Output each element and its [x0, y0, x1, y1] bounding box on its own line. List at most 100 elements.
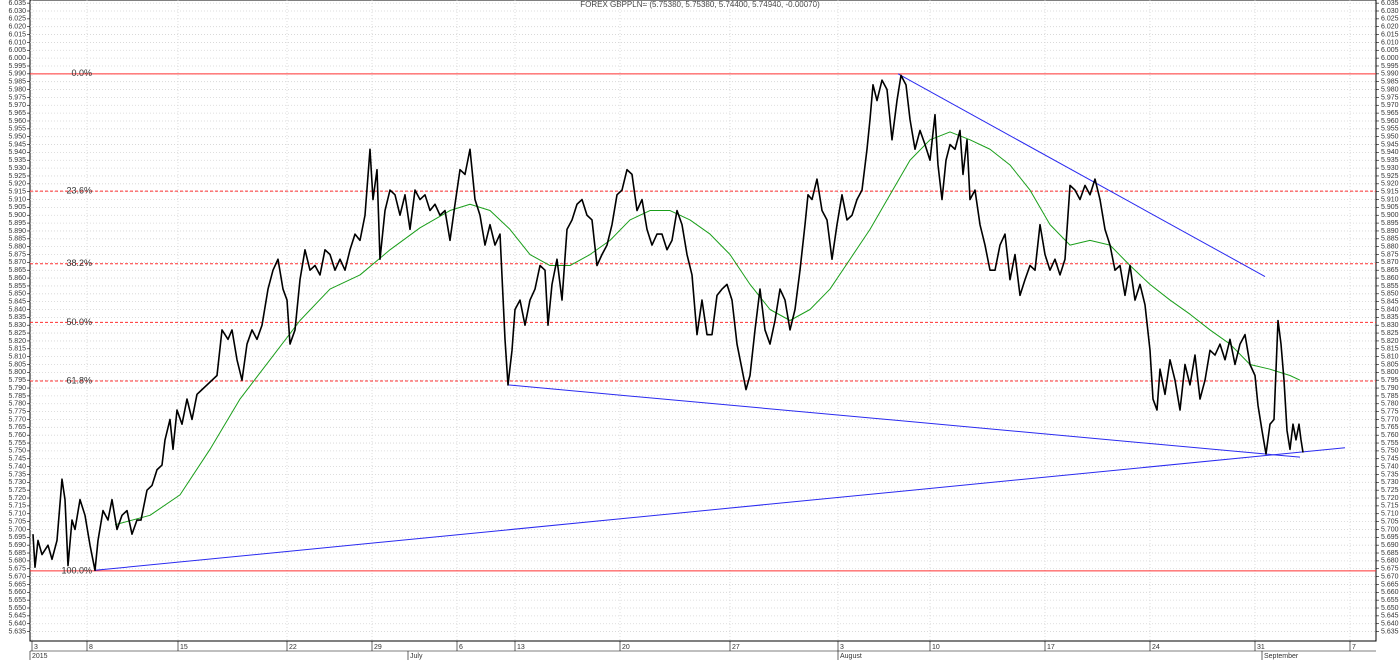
y-tick-label: 5.655	[8, 597, 26, 604]
y-tick-label: 5.940	[8, 149, 26, 156]
y-tick-label: 5.715	[8, 503, 26, 510]
y-tick-label: 5.875	[1381, 251, 1399, 258]
month-label: September	[1264, 653, 1299, 660]
x-tick-label: 6	[459, 644, 463, 651]
y-tick-label: 5.705	[8, 518, 26, 525]
y-tick-label: 5.880	[1381, 244, 1399, 251]
y-tick-label: 5.725	[1381, 487, 1399, 494]
y-tick-label: 5.865	[1381, 267, 1399, 274]
y-tick-label: 5.830	[8, 322, 26, 329]
y-tick-label: 5.840	[8, 306, 26, 313]
y-tick-label: 5.900	[1381, 212, 1399, 219]
x-tick-label: 3	[34, 644, 38, 651]
x-tick-label: 20	[622, 644, 630, 651]
y-tick-label: 5.830	[1381, 322, 1399, 329]
fib-label: 23.6%	[66, 186, 92, 196]
y-tick-label: 5.760	[8, 432, 26, 439]
y-tick-label: 5.785	[8, 393, 26, 400]
y-tick-label: 5.780	[8, 401, 26, 408]
month-label: July	[410, 653, 423, 660]
y-tick-label: 5.690	[1381, 542, 1399, 549]
y-tick-label: 5.740	[1381, 463, 1399, 470]
fib-label: 100.0%	[61, 565, 92, 575]
y-tick-label: 6.030	[8, 8, 26, 15]
y-tick-label: 5.960	[1381, 118, 1399, 125]
y-tick-label: 5.680	[8, 558, 26, 565]
y-tick-label: 5.880	[8, 244, 26, 251]
y-tick-label: 5.950	[8, 134, 26, 141]
y-tick-label: 5.760	[1381, 432, 1399, 439]
y-tick-label: 5.730	[8, 479, 26, 486]
y-tick-label: 5.735	[1381, 471, 1399, 478]
y-tick-label: 5.930	[1381, 165, 1399, 172]
y-tick-label: 5.890	[8, 228, 26, 235]
x-tick-label: 13	[517, 644, 525, 651]
y-tick-label: 5.925	[8, 173, 26, 180]
y-tick-label: 5.645	[1381, 613, 1399, 620]
y-tick-label: 5.745	[8, 456, 26, 463]
y-tick-label: 5.770	[8, 416, 26, 423]
y-tick-label: 5.755	[8, 440, 26, 447]
y-tick-label: 5.940	[1381, 149, 1399, 156]
plot-area	[29, 0, 1377, 642]
y-tick-label: 5.670	[8, 573, 26, 580]
y-tick-label: 5.825	[1381, 330, 1399, 337]
y-tick-label: 5.895	[1381, 220, 1399, 227]
y-tick-label: 5.795	[1381, 377, 1399, 384]
fib-label: 0.0%	[71, 68, 92, 78]
y-tick-label: 5.870	[8, 259, 26, 266]
y-tick-label: 5.675	[8, 566, 26, 573]
y-tick-label: 5.665	[1381, 581, 1399, 588]
y-tick-label: 5.850	[8, 291, 26, 298]
y-tick-label: 5.780	[1381, 401, 1399, 408]
y-tick-label: 5.645	[8, 613, 26, 620]
y-tick-label: 6.010	[8, 39, 26, 46]
fib-label: 61.8%	[66, 375, 92, 385]
y-tick-label: 5.705	[1381, 518, 1399, 525]
y-tick-label: 5.800	[1381, 369, 1399, 376]
y-tick-label: 5.935	[1381, 157, 1399, 164]
y-tick-label: 5.850	[1381, 291, 1399, 298]
y-tick-label: 5.860	[1381, 275, 1399, 282]
y-tick-label: 6.005	[1381, 47, 1399, 54]
x-tick-label: 7	[1352, 644, 1356, 651]
y-tick-label: 5.975	[1381, 94, 1399, 101]
y-tick-label: 5.765	[8, 424, 26, 431]
y-tick-label: 5.910	[1381, 196, 1399, 203]
y-tick-label: 5.840	[1381, 306, 1399, 313]
x-tick-label: 3	[840, 644, 844, 651]
x-tick-label: 15	[180, 644, 188, 651]
y-tick-label: 5.890	[1381, 228, 1399, 235]
y-tick-label: 6.000	[8, 55, 26, 62]
y-tick-label: 5.965	[1381, 110, 1399, 117]
y-tick-label: 6.025	[8, 16, 26, 23]
y-tick-label: 5.700	[8, 526, 26, 533]
y-tick-label: 5.835	[8, 314, 26, 321]
y-tick-label: 5.660	[1381, 589, 1399, 596]
y-tick-label: 5.970	[1381, 102, 1399, 109]
y-tick-label: 5.810	[8, 353, 26, 360]
y-tick-label: 5.650	[1381, 605, 1399, 612]
y-tick-label: 5.975	[8, 94, 26, 101]
y-tick-label: 5.935	[8, 157, 26, 164]
y-tick-label: 5.640	[8, 621, 26, 628]
y-tick-label: 5.635	[8, 628, 26, 635]
y-tick-label: 5.810	[1381, 353, 1399, 360]
y-tick-label: 5.990	[8, 71, 26, 78]
y-tick-label: 5.895	[8, 220, 26, 227]
y-tick-label: 6.025	[1381, 16, 1399, 23]
y-tick-label: 5.775	[8, 408, 26, 415]
y-tick-label: 5.790	[1381, 385, 1399, 392]
y-tick-label: 5.640	[1381, 621, 1399, 628]
x-tick-label: 17	[1047, 644, 1055, 651]
y-tick-label: 5.745	[1381, 456, 1399, 463]
y-tick-label: 5.750	[1381, 448, 1399, 455]
y-tick-label: 5.675	[1381, 566, 1399, 573]
y-tick-label: 5.990	[1381, 71, 1399, 78]
y-tick-label: 5.720	[1381, 495, 1399, 502]
y-tick-label: 5.870	[1381, 259, 1399, 266]
trendline	[897, 73, 1266, 277]
y-tick-label: 6.035	[1381, 0, 1399, 7]
y-tick-label: 5.665	[8, 581, 26, 588]
